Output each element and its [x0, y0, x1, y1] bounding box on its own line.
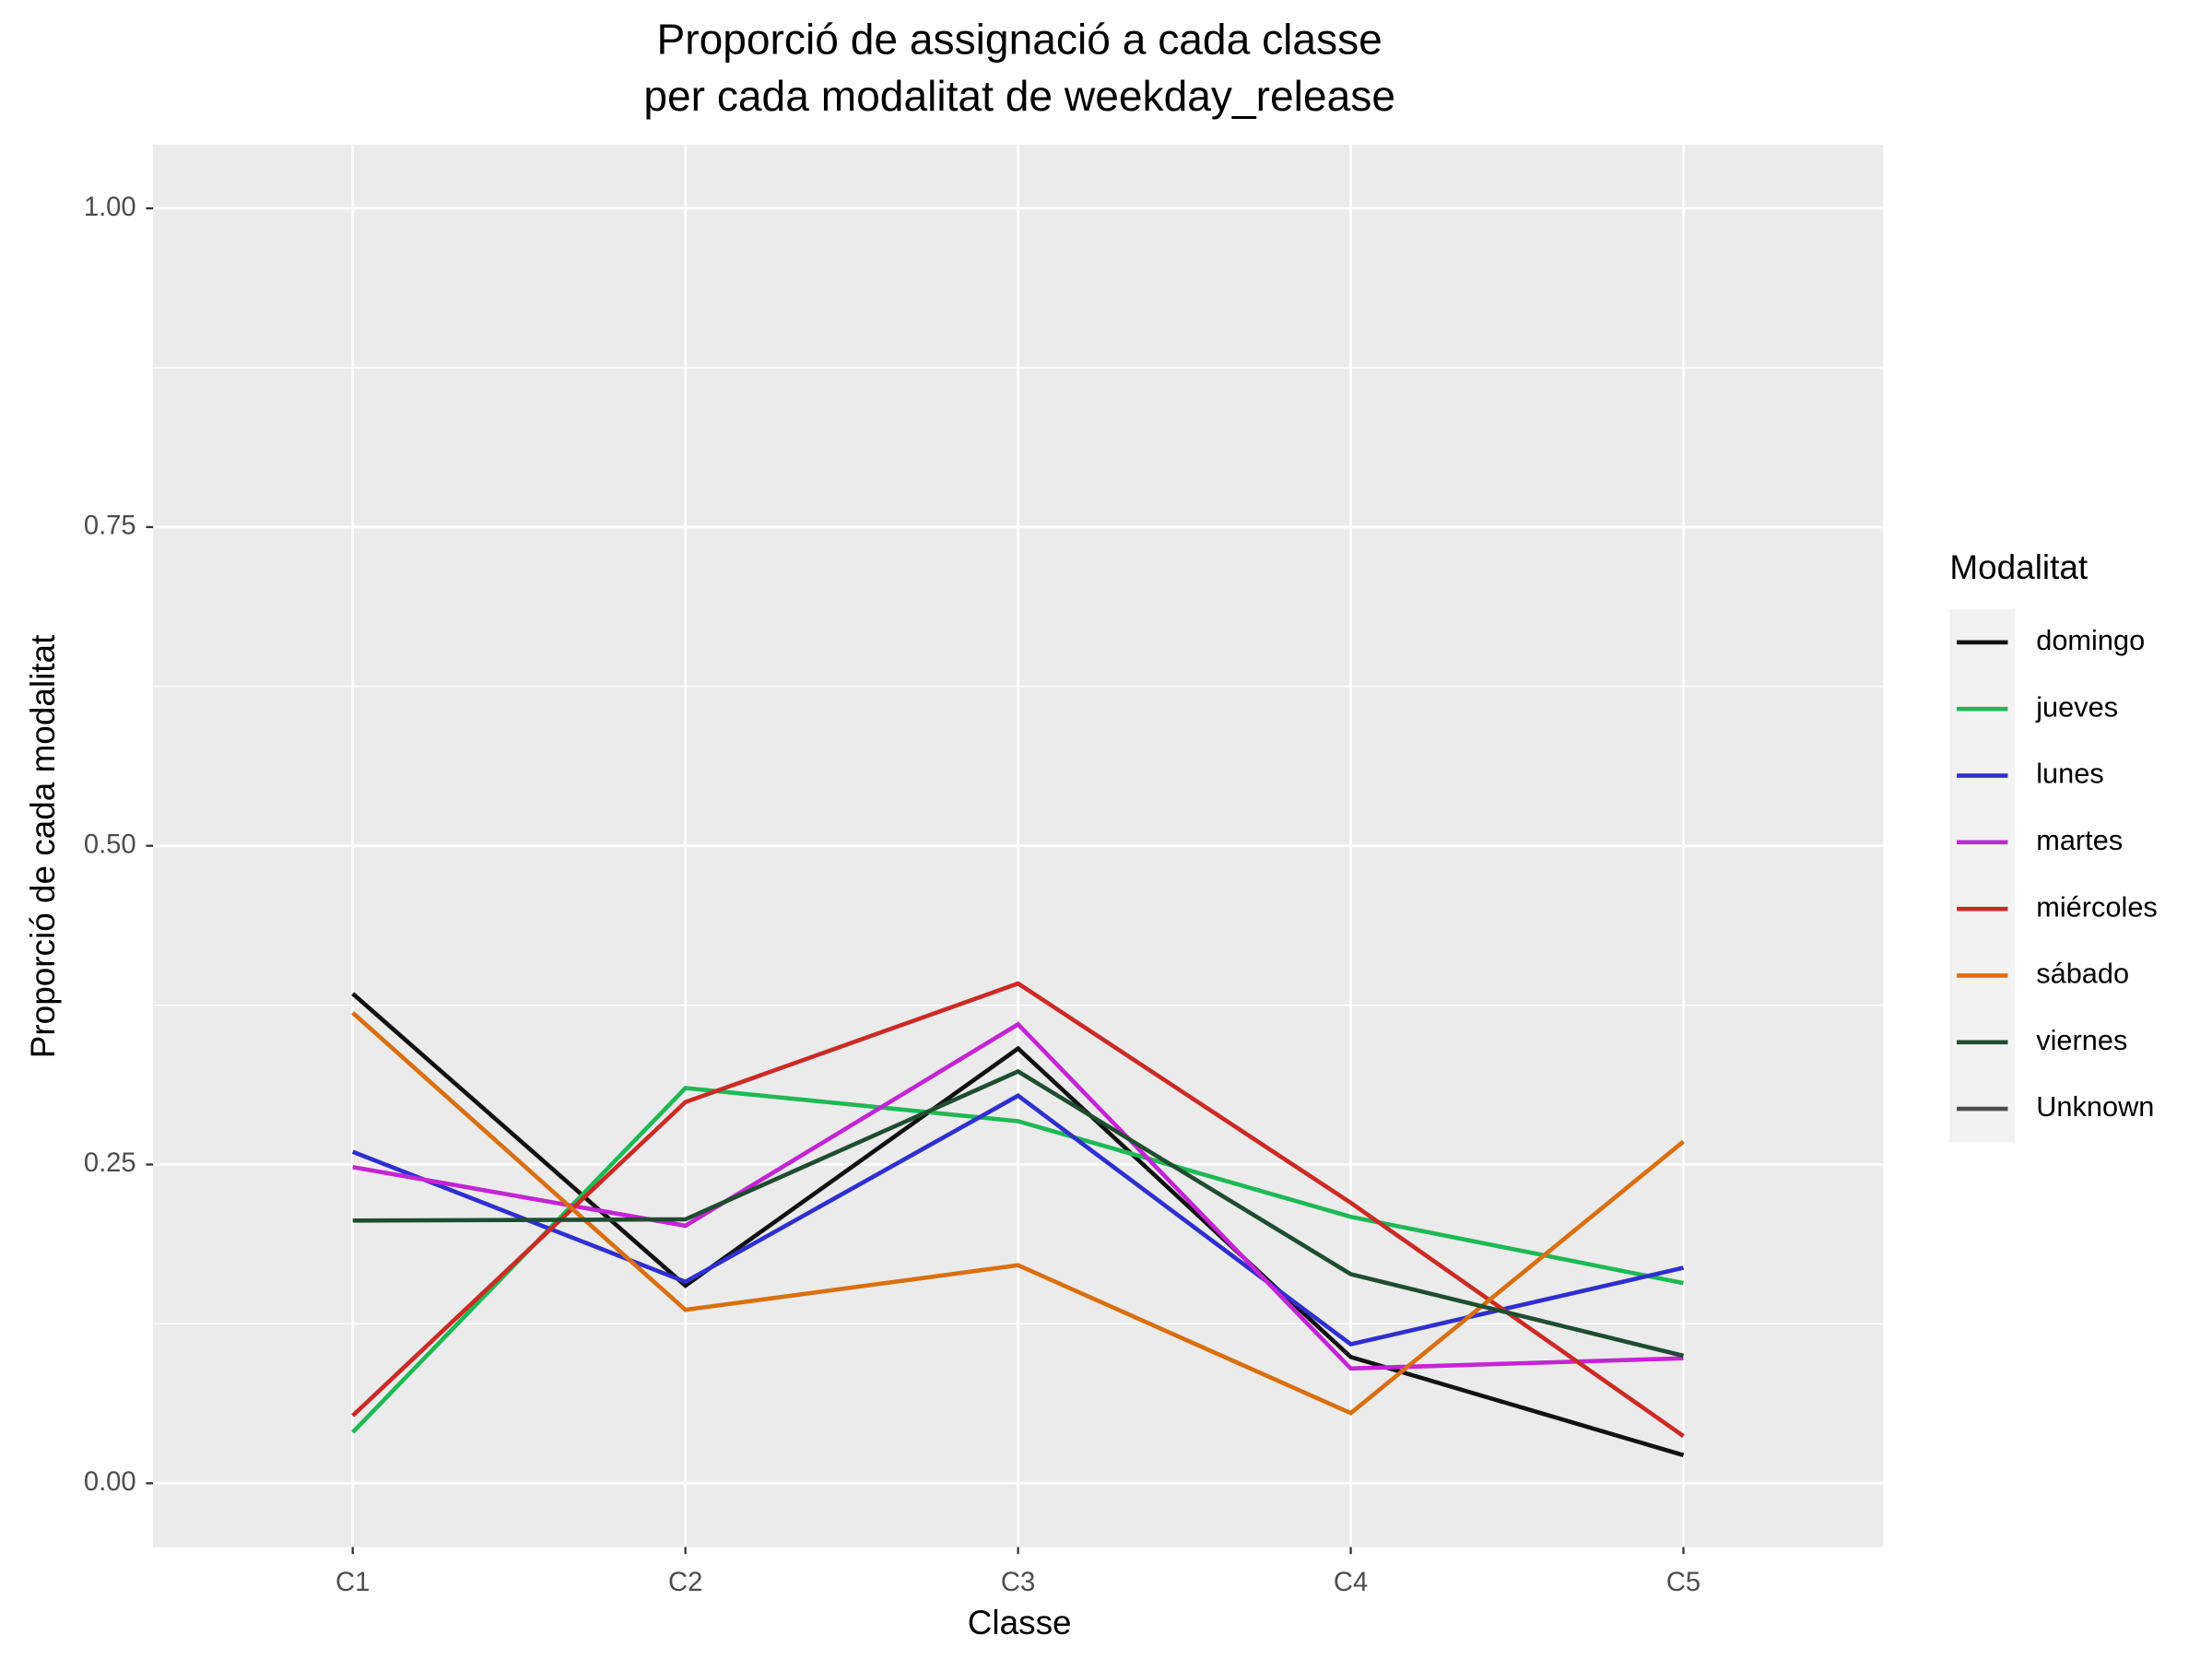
x-tick-label: C4	[1334, 1568, 1368, 1597]
line	[351, 981, 1685, 1439]
line	[351, 1011, 1685, 1416]
line	[351, 992, 1685, 1458]
x-tick-label: C1	[335, 1568, 370, 1597]
y-tick-label: 0.25	[84, 1148, 136, 1178]
y-tick-label: 1.00	[84, 193, 136, 222]
y-tick-label: 0.75	[84, 512, 136, 541]
legend-label: viernes	[2036, 1024, 2127, 1056]
x-tick-label: C2	[668, 1568, 702, 1597]
line	[352, 1068, 1685, 1359]
legend-title: Modalitat	[1949, 548, 2088, 586]
y-tick-label: 0.00	[84, 1467, 136, 1497]
chart-title: Proporció de assignació a cada classe	[656, 15, 1382, 63]
x-tick-label: C3	[1001, 1568, 1035, 1597]
legend-label: martes	[2036, 824, 2123, 856]
y-axis-title: Proporció de cada modalitat	[24, 635, 62, 1059]
line	[351, 1093, 1685, 1347]
legend-label: sábado	[2036, 958, 2129, 990]
x-axis-title: Classe	[968, 1604, 1072, 1641]
legend-label: jueves	[2035, 690, 2118, 723]
line	[351, 1086, 1684, 1434]
x-tick-label: C5	[1666, 1568, 1700, 1597]
y-tick-label: 0.50	[84, 830, 136, 859]
legend-label: miércoles	[2036, 890, 2158, 923]
legend-label: domingo	[2036, 624, 2145, 656]
legend-label: lunes	[2036, 758, 2104, 790]
chart-title: per cada modalitat de weekday_release	[643, 72, 1395, 120]
legend-label: Unknown	[2036, 1090, 2154, 1123]
